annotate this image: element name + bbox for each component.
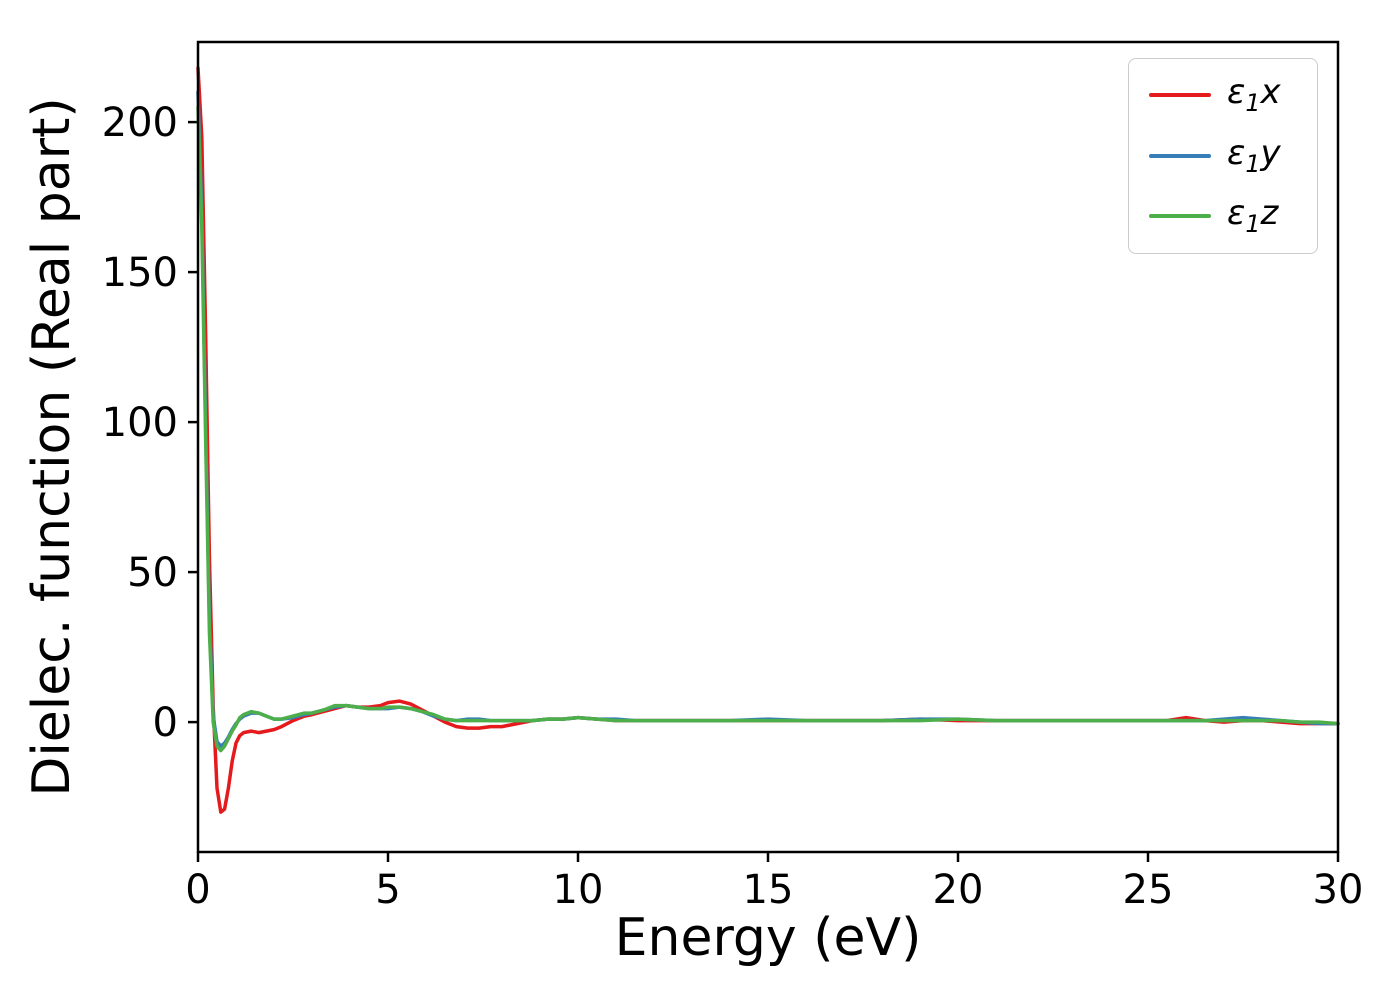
legend-label-epsilon1z: ε1z (1227, 196, 1278, 237)
legend-swatch-epsilon1z (1149, 214, 1211, 219)
y-tick-label: 150 (102, 250, 178, 296)
y-tick-label: 200 (102, 100, 178, 146)
legend-subscript: 1 (1245, 149, 1261, 178)
legend-item: ε1z (1149, 196, 1297, 237)
legend-axis-letter: x (1260, 72, 1281, 112)
legend: ε1x ε1y ε1z (1128, 58, 1318, 254)
legend-label-epsilon1y: ε1y (1227, 136, 1281, 177)
x-tick-label: 30 (1313, 867, 1364, 913)
plot-frame (196, 40, 1340, 854)
x-tick-label: 10 (553, 867, 604, 913)
legend-label-epsilon1x: ε1x (1227, 75, 1281, 116)
x-tick-label: 20 (933, 867, 984, 913)
x-axis-label: Energy (eV) (614, 908, 922, 968)
legend-subscript: 1 (1245, 88, 1261, 117)
x-tick-label: 25 (1123, 867, 1174, 913)
x-tick-label: 0 (185, 867, 210, 913)
x-tick-label: 15 (743, 867, 794, 913)
legend-symbol: ε (1227, 72, 1246, 112)
legend-swatch-epsilon1y (1149, 153, 1211, 158)
y-tick-label: 100 (102, 400, 178, 446)
y-tick-label: 0 (153, 700, 178, 746)
legend-subscript: 1 (1245, 209, 1261, 238)
y-axis-label: Dielec. function (Real part) (22, 97, 82, 797)
legend-item: ε1y (1149, 136, 1297, 177)
legend-item: ε1x (1149, 75, 1297, 116)
legend-axis-letter: z (1260, 193, 1279, 234)
legend-symbol: ε (1227, 193, 1246, 234)
legend-swatch-epsilon1x (1149, 93, 1211, 98)
x-tick-label: 5 (375, 867, 400, 913)
y-tick-label: 50 (127, 550, 178, 596)
series-line-epsilon1-z (196, 105, 1340, 753)
legend-symbol: ε (1227, 132, 1246, 173)
legend-axis-letter: y (1260, 132, 1281, 173)
